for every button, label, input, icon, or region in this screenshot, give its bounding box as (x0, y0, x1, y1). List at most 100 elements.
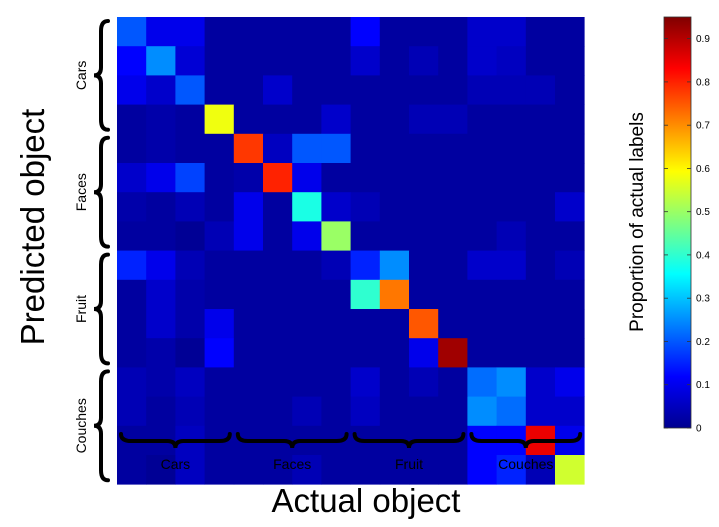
heatmap-cell (146, 221, 176, 251)
heatmap-cell (263, 46, 293, 76)
heatmap-cell (204, 133, 235, 164)
heatmap-cell (321, 250, 351, 281)
heatmap-cell (175, 104, 205, 135)
heatmap-cell (263, 192, 293, 222)
heatmap-cell (525, 17, 556, 47)
heatmap-cell (263, 279, 293, 310)
heatmap-cell (467, 455, 497, 485)
heatmap-cell (438, 367, 468, 397)
heatmap-cell (438, 396, 468, 427)
x-axis-label: Actual object (272, 482, 461, 519)
heatmap-cell (409, 455, 439, 485)
heatmap-cell (321, 309, 351, 339)
heatmap-cell (263, 221, 293, 251)
heatmap-cell (409, 396, 439, 427)
heatmap-cell (409, 46, 439, 76)
heatmap-cell (146, 104, 176, 135)
heatmap-cell (525, 250, 556, 281)
heatmap-cell (204, 221, 235, 251)
colorbar-tick-label: 0.8 (696, 77, 710, 88)
heatmap-cell (204, 396, 235, 427)
x-group-label: Faces (273, 456, 311, 472)
heatmap-cell (379, 367, 410, 397)
heatmap-cell (350, 250, 381, 281)
x-group-labels: Cars Faces Fruit Couches (119, 432, 583, 472)
heatmap-cell (409, 309, 439, 339)
heatmap-cell (350, 133, 381, 164)
heatmap-cell (496, 104, 527, 135)
heatmap-cell (175, 17, 205, 47)
heatmap-cell (146, 17, 176, 47)
heatmap-cell (321, 367, 351, 397)
heatmap-cell (350, 367, 381, 397)
heatmap-cell (233, 367, 264, 397)
heatmap-cell (525, 279, 556, 310)
heatmap-cell (350, 163, 381, 193)
heatmap-cell (350, 309, 381, 339)
heatmap-cell (175, 163, 205, 193)
heatmap-cell (379, 75, 410, 105)
heatmap-cell (263, 309, 293, 339)
heatmap-cell (350, 192, 381, 222)
heatmap-cell (175, 367, 205, 397)
heatmap-cell (409, 133, 439, 164)
heatmap-cell (496, 367, 527, 397)
heatmap-cell (379, 17, 410, 47)
heatmap-cell (292, 250, 322, 281)
heatmap-cell (233, 455, 264, 485)
heatmap-cell (409, 104, 439, 135)
heatmap-cell (117, 133, 147, 164)
heatmap-cell (146, 46, 176, 76)
heatmap-cell (263, 163, 293, 193)
heatmap-cell (496, 17, 527, 47)
heatmap-cell (263, 17, 293, 47)
heatmap-cell (292, 221, 322, 251)
heatmap-cell (117, 192, 147, 222)
heatmap-cell (292, 455, 322, 485)
heatmap-cell (233, 17, 264, 47)
heatmap-cell (146, 250, 176, 281)
heatmap-cell (292, 192, 322, 222)
heatmap-cell (525, 309, 556, 339)
heatmap-cell (467, 250, 497, 281)
heatmap-cell (117, 455, 147, 485)
heatmap-cell (233, 396, 264, 427)
y-group-brace (93, 135, 110, 249)
heatmap-cell (409, 17, 439, 47)
heatmap-cell (409, 75, 439, 105)
heatmap-cell (350, 338, 381, 368)
heatmap-cell (555, 133, 585, 164)
heatmap-cell (292, 309, 322, 339)
heatmap-cell (233, 192, 264, 222)
heatmap-cell (379, 221, 410, 251)
heatmap-cell (321, 338, 351, 368)
heatmap-cell (175, 75, 205, 105)
heatmap-cell (379, 338, 410, 368)
colorbar-tick-label: 0.9 (696, 34, 710, 45)
heatmap-cell (321, 75, 351, 105)
heatmap-cell (379, 104, 410, 135)
heatmap-cell (321, 221, 351, 251)
heatmap-cell (379, 455, 410, 485)
heatmap-cell (379, 133, 410, 164)
heatmap-cell (379, 163, 410, 193)
heatmap-cell (263, 455, 293, 485)
heatmap-cell (204, 279, 235, 310)
heatmap-cell (438, 17, 468, 47)
heatmap-cell (321, 192, 351, 222)
heatmap-cell (350, 104, 381, 135)
heatmap-cell (146, 75, 176, 105)
heatmap-cell (438, 338, 468, 368)
heatmap-cell (525, 104, 556, 135)
heatmap-cell (525, 192, 556, 222)
heatmap-cell (233, 133, 264, 164)
heatmap-cell (204, 104, 235, 135)
heatmap-cell (146, 367, 176, 397)
heatmap-cell (496, 455, 527, 485)
heatmap-cell (263, 75, 293, 105)
heatmap-cell (204, 163, 235, 193)
heatmap-cell (204, 455, 235, 485)
heatmap-cell (175, 279, 205, 310)
heatmap-cell (233, 221, 264, 251)
